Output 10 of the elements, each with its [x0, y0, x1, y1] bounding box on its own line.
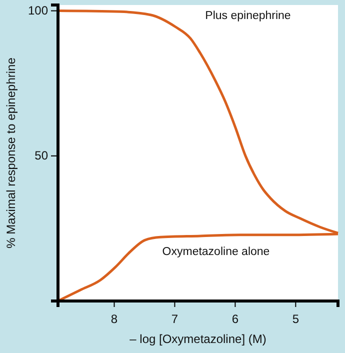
x-tick-label: 5 [292, 312, 300, 326]
series-label: Plus epinephrine [205, 10, 291, 22]
x-axis-title: – log [Oxymetazoline] (M) [130, 332, 266, 346]
x-tick-label: 6 [232, 312, 239, 326]
x-tick-label: 8 [110, 312, 118, 326]
y-tick-label: 50 [34, 148, 48, 163]
y-axis-title: % Maximal response to epinephrine [4, 57, 18, 248]
y-tick-label: 100 [28, 4, 48, 18]
series-label: Oxymetazoline alone [162, 246, 270, 258]
x-tick-label: 7 [171, 312, 178, 326]
